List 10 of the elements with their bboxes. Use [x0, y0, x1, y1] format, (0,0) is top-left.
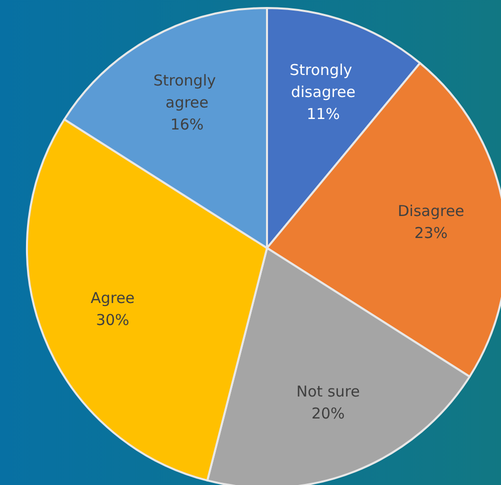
data-label: 11%	[306, 104, 340, 123]
slice-label: Disagree	[398, 202, 464, 220]
slice-label: Strongly disagree	[290, 60, 357, 101]
slice-label: Strongly agree	[153, 71, 221, 112]
data-label: 23%	[414, 224, 448, 242]
slice-label: Not sure	[296, 382, 360, 400]
data-label: 30%	[96, 311, 130, 330]
slice-label: Agree	[90, 289, 135, 308]
data-label: 20%	[311, 404, 345, 422]
data-label: 16%	[170, 115, 204, 134]
